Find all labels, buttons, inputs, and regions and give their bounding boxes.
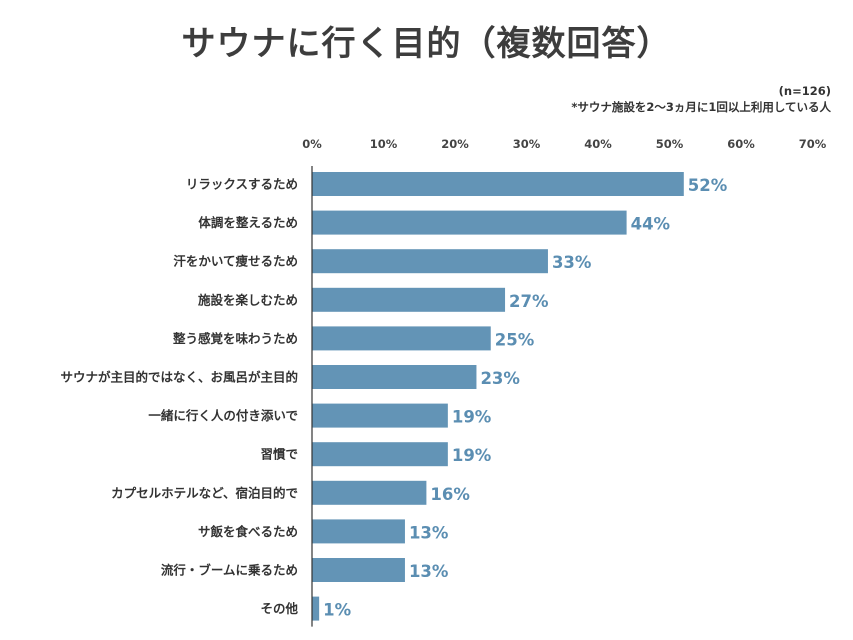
bar bbox=[312, 365, 477, 389]
data-label: 13% bbox=[409, 562, 449, 581]
category-label: サウナが主目的ではなく、お風呂が主目的 bbox=[60, 370, 298, 385]
tick-label: 10% bbox=[370, 137, 398, 151]
bar bbox=[312, 519, 405, 544]
tick-label: 0% bbox=[302, 137, 322, 151]
data-labels: 52% 44% 33% 27% 25% 23% 19% 19% 16% 13% 13% 1% bbox=[323, 176, 728, 620]
category-label: 汗をかいて痩せるため bbox=[173, 254, 298, 269]
tick-label: 50% bbox=[656, 137, 684, 151]
bar bbox=[312, 558, 405, 582]
respondent-note: *サウナ施設を2〜3ヵ月に1回以上利用している人 bbox=[571, 100, 831, 114]
bars bbox=[312, 172, 684, 621]
bar bbox=[312, 172, 684, 196]
chart-title: サウナに行く目的（複数回答） bbox=[181, 24, 672, 64]
x-axis-ticks: 0% 10% 20% 30% 40% 50% 60% 70% bbox=[302, 137, 827, 151]
bar bbox=[312, 480, 427, 505]
bar bbox=[312, 442, 448, 467]
tick-label: 30% bbox=[513, 137, 541, 151]
data-label: 16% bbox=[430, 485, 470, 504]
bar bbox=[312, 403, 448, 428]
bar bbox=[312, 210, 627, 235]
category-label: 流行・ブームに乗るため bbox=[161, 563, 298, 578]
data-label: 33% bbox=[552, 253, 592, 272]
category-label: リラックスするため bbox=[186, 177, 298, 192]
tick-label: 60% bbox=[727, 137, 755, 151]
tick-label: 40% bbox=[584, 137, 612, 151]
category-label: その他 bbox=[260, 601, 298, 616]
data-label: 52% bbox=[688, 176, 728, 195]
data-label: 27% bbox=[509, 292, 549, 311]
category-labels: リラックスするため体調を整えるため汗をかいて痩せるため施設を楽しむため整う感覚を… bbox=[60, 177, 298, 617]
bar bbox=[312, 249, 548, 274]
category-label: カプセルホテルなど、宿泊目的で bbox=[111, 485, 298, 500]
tick-label: 70% bbox=[799, 137, 827, 151]
data-label: 13% bbox=[409, 523, 449, 542]
sample-size-note: (n=126) bbox=[778, 84, 831, 98]
category-label: 施設を楽しむため bbox=[198, 292, 298, 307]
category-label: サ飯を食べるため bbox=[198, 524, 298, 539]
data-label: 44% bbox=[631, 215, 671, 234]
category-label: 一緒に行く人の付き添いで bbox=[148, 408, 298, 423]
bar bbox=[312, 596, 320, 621]
bar bbox=[312, 287, 506, 312]
data-label: 25% bbox=[495, 330, 535, 349]
category-label: 体調を整えるため bbox=[198, 215, 298, 230]
data-label: 1% bbox=[323, 601, 351, 620]
data-label: 23% bbox=[480, 369, 520, 388]
bar bbox=[312, 326, 491, 351]
data-label: 19% bbox=[452, 408, 492, 427]
category-label: 習慣で bbox=[260, 447, 298, 462]
data-label: 19% bbox=[452, 446, 492, 465]
tick-label: 20% bbox=[441, 137, 469, 151]
category-label: 整う感覚を味わうため bbox=[173, 331, 298, 346]
